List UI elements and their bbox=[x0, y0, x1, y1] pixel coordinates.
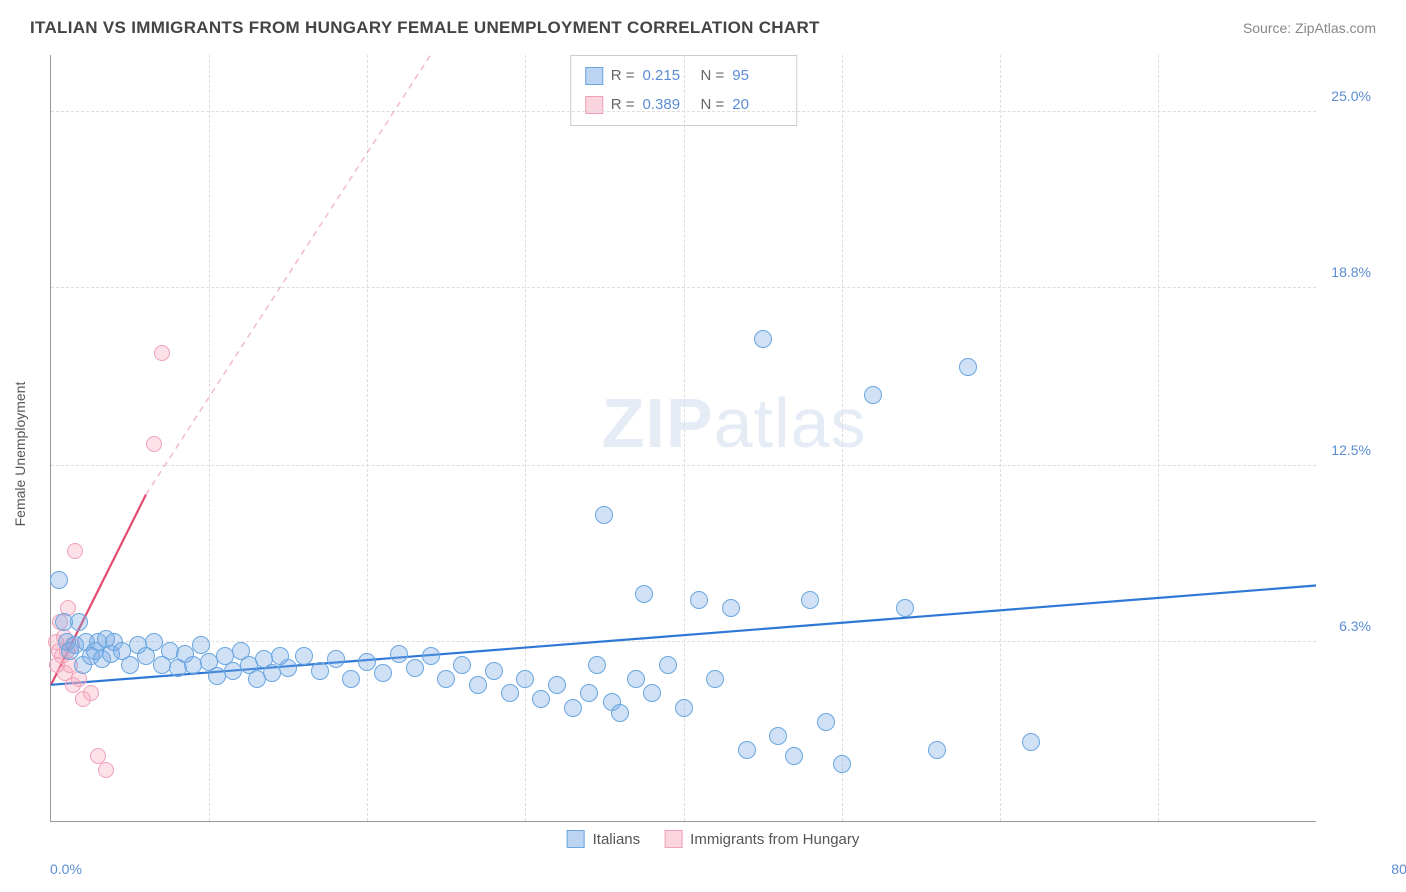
scatter-point bbox=[295, 647, 313, 665]
scatter-point bbox=[192, 636, 210, 654]
y-tick-label: 12.5% bbox=[1331, 442, 1371, 458]
scatter-point bbox=[659, 656, 677, 674]
scatter-point bbox=[675, 699, 693, 717]
scatter-point bbox=[469, 676, 487, 694]
scatter-point bbox=[959, 358, 977, 376]
scatter-point bbox=[453, 656, 471, 674]
scatter-point bbox=[50, 571, 68, 589]
y-tick-label: 25.0% bbox=[1331, 88, 1371, 104]
legend-item-hungary: Immigrants from Hungary bbox=[664, 830, 859, 848]
scatter-point bbox=[928, 741, 946, 759]
legend-label-italians: Italians bbox=[593, 831, 641, 848]
scatter-point bbox=[485, 662, 503, 680]
scatter-point bbox=[358, 653, 376, 671]
legend-item-italians: Italians bbox=[567, 830, 641, 848]
scatter-point bbox=[437, 670, 455, 688]
legend-label-hungary: Immigrants from Hungary bbox=[690, 831, 859, 848]
scatter-point bbox=[588, 656, 606, 674]
bottom-legend: Italians Immigrants from Hungary bbox=[567, 830, 860, 848]
scatter-point bbox=[146, 436, 162, 452]
scatter-point bbox=[754, 330, 772, 348]
scatter-point bbox=[501, 684, 519, 702]
scatter-point bbox=[643, 684, 661, 702]
scatter-point bbox=[342, 670, 360, 688]
source-attribution: Source: ZipAtlas.com bbox=[1243, 20, 1376, 36]
scatter-point bbox=[70, 613, 88, 631]
scatter-point bbox=[896, 599, 914, 617]
scatter-point bbox=[532, 690, 550, 708]
scatter-point bbox=[864, 386, 882, 404]
x-axis-max: 80.0% bbox=[1391, 861, 1406, 877]
scatter-point bbox=[769, 727, 787, 745]
scatter-point bbox=[98, 762, 114, 778]
scatter-point bbox=[817, 713, 835, 731]
scatter-point bbox=[327, 650, 345, 668]
scatter-point bbox=[580, 684, 598, 702]
scatter-point bbox=[627, 670, 645, 688]
x-axis-min: 0.0% bbox=[50, 861, 82, 877]
scatter-point bbox=[154, 345, 170, 361]
y-axis-label: Female Unemployment bbox=[12, 381, 28, 526]
chart-container: ITALIAN VS IMMIGRANTS FROM HUNGARY FEMAL… bbox=[0, 0, 1406, 892]
scatter-point bbox=[279, 659, 297, 677]
scatter-point bbox=[390, 645, 408, 663]
title-row: ITALIAN VS IMMIGRANTS FROM HUNGARY FEMAL… bbox=[0, 0, 1406, 46]
scatter-point bbox=[516, 670, 534, 688]
scatter-point bbox=[635, 585, 653, 603]
scatter-point bbox=[785, 747, 803, 765]
chart-area: Female Unemployment ZIPatlas R = 0.215 N… bbox=[50, 55, 1376, 852]
scatter-point bbox=[311, 662, 329, 680]
scatter-point bbox=[706, 670, 724, 688]
scatter-point bbox=[406, 659, 424, 677]
plot-region: ZIPatlas R = 0.215 N = 95 R = 0.389 N = … bbox=[50, 55, 1316, 822]
scatter-point bbox=[611, 704, 629, 722]
scatter-point bbox=[801, 591, 819, 609]
y-tick-label: 18.8% bbox=[1331, 264, 1371, 280]
scatter-point bbox=[374, 664, 392, 682]
scatter-point bbox=[1022, 733, 1040, 751]
legend-swatch-italians bbox=[567, 830, 585, 848]
scatter-point bbox=[833, 755, 851, 773]
chart-title: ITALIAN VS IMMIGRANTS FROM HUNGARY FEMAL… bbox=[30, 18, 820, 38]
scatter-point bbox=[548, 676, 566, 694]
scatter-point bbox=[564, 699, 582, 717]
scatter-point bbox=[738, 741, 756, 759]
legend-swatch-hungary bbox=[664, 830, 682, 848]
scatter-point bbox=[83, 685, 99, 701]
scatter-point bbox=[422, 647, 440, 665]
scatter-point bbox=[67, 543, 83, 559]
scatter-point bbox=[722, 599, 740, 617]
scatter-point bbox=[595, 506, 613, 524]
scatter-point bbox=[690, 591, 708, 609]
y-tick-label: 6.3% bbox=[1339, 618, 1371, 634]
